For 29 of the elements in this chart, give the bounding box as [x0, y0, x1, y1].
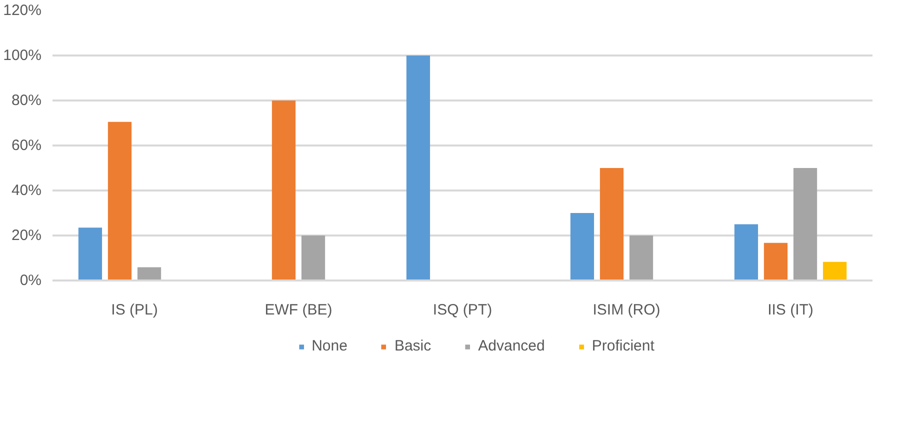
bar: [629, 236, 654, 280]
bar: [793, 168, 818, 280]
legend-label: Advanced: [478, 338, 545, 354]
bar: [570, 213, 594, 280]
bar: [600, 168, 624, 280]
x-tick-label: IS (PL): [111, 302, 158, 318]
y-tick-label: 120%: [3, 2, 42, 19]
y-tick-label: 60%: [11, 137, 42, 154]
x-tick-label: ISQ (PT): [432, 302, 492, 318]
x-tick-label: EWF (BE): [264, 302, 332, 318]
bar: [734, 224, 758, 280]
legend-label: None: [312, 338, 348, 354]
y-tick-label: 40%: [11, 182, 42, 199]
y-tick-label: 100%: [3, 47, 42, 64]
bar: [764, 242, 788, 280]
bar: [406, 56, 430, 280]
bar: [108, 122, 132, 280]
y-tick-label: 80%: [11, 92, 42, 109]
legend-label: Proficient: [592, 338, 654, 354]
bar: [137, 267, 162, 280]
y-tick-label: 20%: [11, 227, 42, 244]
bar: [301, 236, 326, 280]
y-tick-label: 0%: [20, 272, 42, 289]
legend-label: Basic: [394, 338, 432, 354]
bar: [78, 228, 102, 280]
x-tick-label: IIS (IT): [768, 302, 814, 318]
x-tick-label: ISIM (RO): [592, 302, 660, 318]
bar: [272, 100, 296, 280]
bar: [822, 262, 847, 280]
